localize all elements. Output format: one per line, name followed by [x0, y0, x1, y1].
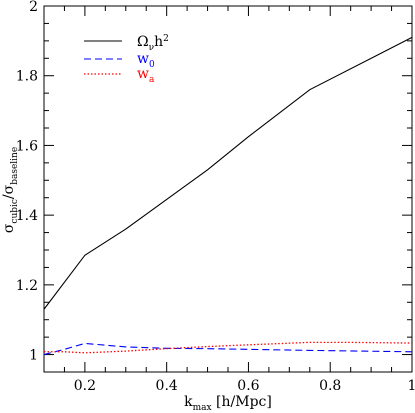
x-tick-label: 1 [408, 378, 415, 394]
legend-entry-wa: wa [84, 66, 155, 85]
legend-entry-omega: Ωνh2 [84, 34, 169, 53]
axis-ticks: 0.2 0.4 0.6 0.8 1 1 1.2 1.4 1.6 1.8 2 [16, 0, 415, 394]
x-tick-label: 0.4 [156, 378, 178, 394]
legend-label-w0: w0 [137, 51, 155, 70]
y-tick-label: 1 [29, 348, 38, 364]
legend: Ωνh2 w0 wa [84, 34, 169, 85]
plot-frame [43, 5, 413, 373]
x-tick-label: 0.2 [74, 378, 96, 394]
series-line-omega-nu-h2 [43, 36, 413, 310]
y-tick-label: 1.6 [16, 138, 38, 154]
series-line-w0 [43, 342, 413, 356]
x-tick-label: 0.8 [319, 378, 341, 394]
y-tick-label: 1.2 [16, 278, 38, 294]
legend-label-omega: Ωνh2 [137, 34, 169, 53]
series-lines [43, 36, 413, 356]
x-axis-title: kmax [h/Mpc] [184, 394, 272, 413]
y-tick-label: 1.4 [16, 208, 38, 224]
y-tick-label: 1.8 [16, 69, 38, 85]
legend-label-wa: wa [137, 66, 155, 85]
x-tick-label: 0.6 [237, 378, 259, 394]
y-axis-title: σcubic/σbaseline [1, 147, 20, 233]
legend-entry-w0: w0 [84, 51, 155, 70]
y-tick-label: 2 [29, 0, 38, 15]
